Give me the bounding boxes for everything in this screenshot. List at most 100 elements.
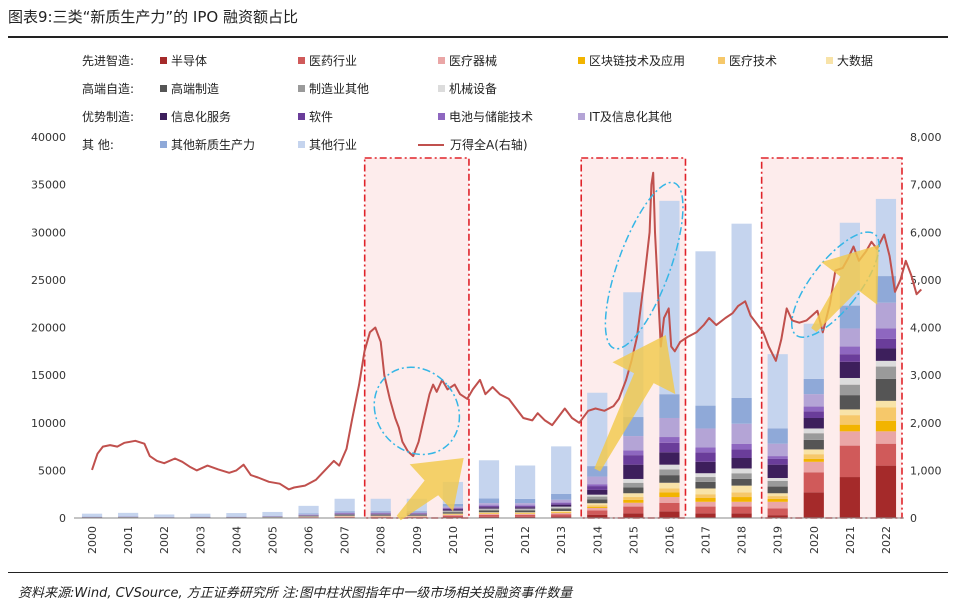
x-tick-label-2022: 2022 xyxy=(880,526,893,554)
legend-item-pharma: 医药行业 xyxy=(298,52,357,69)
bar-2012-4 xyxy=(514,513,536,514)
bar-2017-7 xyxy=(695,477,716,482)
bar-2016-3 xyxy=(659,492,680,498)
x-tick-label-2005: 2005 xyxy=(266,526,279,554)
bar-2016-1 xyxy=(659,502,680,512)
bar-2022-1 xyxy=(875,443,897,466)
bar-2009-13 xyxy=(406,511,427,513)
bar-2018-3 xyxy=(731,497,752,502)
bar-2011-0 xyxy=(478,516,500,518)
legend-item-battery-storage: 电池与储能技术 xyxy=(438,108,533,125)
bar-2008-1 xyxy=(370,516,391,518)
y-right-tick-label: 2,000 xyxy=(910,417,942,430)
y-right-tick-label: 6,000 xyxy=(910,226,942,239)
bar-2007-6 xyxy=(334,515,355,516)
bar-2007-13 xyxy=(334,511,355,513)
bar-2015-2 xyxy=(623,502,644,507)
bar-2022-0 xyxy=(875,465,897,518)
trend-arrow-2009 xyxy=(396,458,464,521)
x-tick-label-2009: 2009 xyxy=(411,526,424,554)
bar-2021-11 xyxy=(839,346,860,355)
bar-2017-14 xyxy=(695,251,716,406)
y-left-tick-label: 40000 xyxy=(31,131,66,144)
bar-2019-11 xyxy=(767,456,788,459)
bar-2018-8 xyxy=(731,468,752,474)
bar-2020-8 xyxy=(803,428,824,434)
bar-2019-5 xyxy=(767,493,788,497)
bar-2021-2 xyxy=(839,431,860,446)
x-tick-label-2004: 2004 xyxy=(230,526,243,554)
bar-2014-3 xyxy=(587,507,608,508)
legend-category-other: 其 他: xyxy=(82,138,114,152)
trend-arrow-2021 xyxy=(811,245,879,332)
x-tick-label-2006: 2006 xyxy=(303,526,316,554)
y-right-tick-label: 7,000 xyxy=(910,179,942,192)
bar-2021-5 xyxy=(839,409,860,416)
bar-2013-10 xyxy=(551,503,572,505)
bar-2017-12 xyxy=(695,428,716,448)
bar-2021-0 xyxy=(839,477,860,518)
x-tick-label-2013: 2013 xyxy=(555,526,568,554)
bar-2013-0 xyxy=(551,516,572,518)
bar-2017-6 xyxy=(695,481,716,489)
bar-2021-4 xyxy=(839,415,860,425)
bar-2019-6 xyxy=(767,486,788,494)
bar-2011-10 xyxy=(478,506,500,508)
bar-2022-7 xyxy=(875,366,897,379)
bar-2007-14 xyxy=(334,498,355,512)
bar-2013-9 xyxy=(551,504,572,507)
bar-2020-12 xyxy=(803,394,824,407)
bar-2021-9 xyxy=(839,361,860,378)
x-tick-label-2000: 2000 xyxy=(86,526,99,554)
source-note: 资料来源:Wind, CVSource, 方正证券研究所 注:图中柱状图指年中一… xyxy=(18,586,573,601)
bar-2011-13 xyxy=(478,498,500,504)
y-right-tick-label: 1,000 xyxy=(910,464,942,477)
bar-2015-4 xyxy=(623,497,644,500)
bar-2013-2 xyxy=(551,513,572,515)
bar-2008-6 xyxy=(370,515,391,516)
bar-2016-4 xyxy=(659,488,680,493)
bar-2008-14 xyxy=(370,498,391,512)
bar-2014-7 xyxy=(587,496,608,500)
bar-2011-1 xyxy=(478,514,500,517)
y-right-tick-label: 3,000 xyxy=(910,369,942,382)
bar-2001-14 xyxy=(118,512,139,517)
bar-2021-13 xyxy=(839,305,860,329)
bar-2016-0 xyxy=(659,511,680,518)
bar-2021-6 xyxy=(839,395,860,410)
trend-arrow-2015 xyxy=(594,335,676,472)
x-tick-label-2014: 2014 xyxy=(591,526,604,554)
bar-2005-14 xyxy=(262,511,283,516)
y-right-tick-label: 4,000 xyxy=(910,322,942,335)
legend-item-machinery: 机械设备 xyxy=(438,80,497,97)
y-left-tick-label: 15000 xyxy=(31,369,66,382)
bar-2015-1 xyxy=(623,506,644,514)
legend-item-it-other: IT及信息化其他 xyxy=(578,108,672,125)
bar-2011-2 xyxy=(478,513,500,515)
bar-2010-1 xyxy=(442,515,464,518)
bar-2013-7 xyxy=(551,507,572,510)
x-tick-label-2018: 2018 xyxy=(736,526,749,554)
bar-2011-8 xyxy=(478,508,500,510)
legend-item-medical-tech: 医疗技术 xyxy=(718,52,777,69)
bar-2009-6 xyxy=(406,515,427,516)
bar-2019-10 xyxy=(767,458,788,465)
bar-2008-9 xyxy=(370,513,391,515)
bar-2017-9 xyxy=(695,461,716,474)
y-left-tick-label: 10000 xyxy=(31,417,66,430)
bar-2012-13 xyxy=(514,498,536,504)
bar-2012-2 xyxy=(514,513,536,515)
bar-2020-7 xyxy=(803,433,824,440)
bar-2009-12 xyxy=(406,512,427,514)
x-tick-label-2001: 2001 xyxy=(122,526,135,554)
bar-2012-8 xyxy=(514,508,536,510)
footer-divider xyxy=(8,572,948,573)
bar-2020-1 xyxy=(803,472,824,493)
bar-2010-7 xyxy=(442,511,464,513)
bar-2011-11 xyxy=(478,505,500,507)
bar-2014-9 xyxy=(587,489,608,495)
bar-2016-13 xyxy=(659,394,680,418)
x-tick-label-2015: 2015 xyxy=(627,526,640,554)
bar-2015-3 xyxy=(623,499,644,503)
bar-2013-5 xyxy=(551,510,572,512)
